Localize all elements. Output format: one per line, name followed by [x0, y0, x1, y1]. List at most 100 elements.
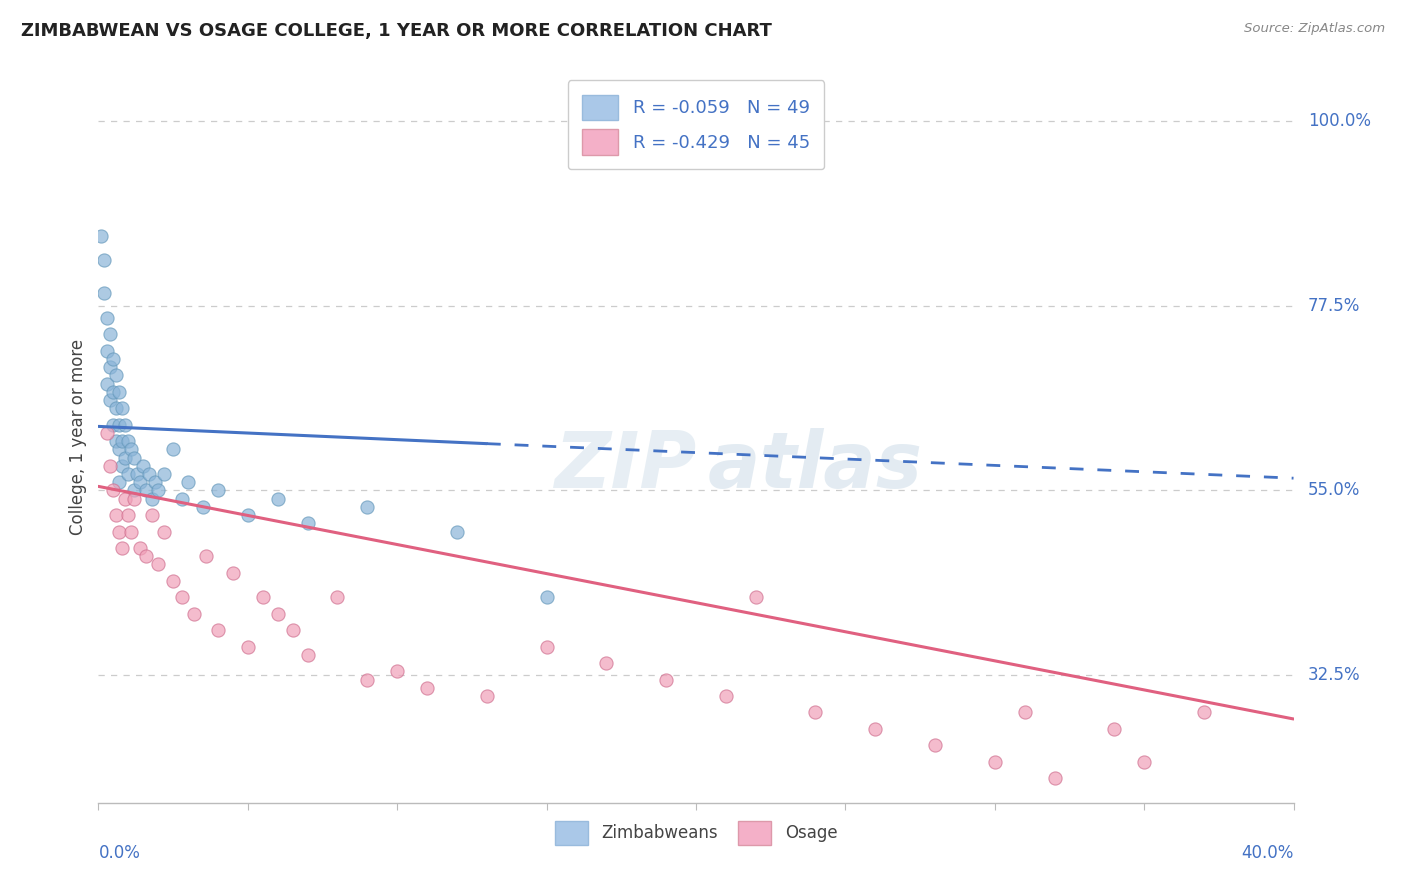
Point — [356, 673, 378, 687]
Point — [132, 458, 155, 473]
Point — [536, 591, 558, 605]
Point — [117, 508, 139, 523]
Point — [103, 351, 125, 366]
Point — [385, 665, 409, 679]
Point — [267, 607, 290, 621]
Point — [1043, 771, 1066, 785]
Point — [127, 467, 149, 481]
Point — [1133, 755, 1156, 769]
Point — [446, 524, 468, 539]
Point — [135, 549, 157, 564]
Point — [114, 450, 136, 465]
Point — [103, 483, 125, 498]
Point — [93, 286, 115, 301]
Text: Source: ZipAtlas.com: Source: ZipAtlas.com — [1244, 22, 1385, 36]
Point — [105, 434, 128, 449]
Point — [111, 434, 134, 449]
Point — [153, 524, 176, 539]
Point — [124, 450, 146, 465]
Point — [105, 401, 128, 416]
Point — [90, 228, 112, 243]
Point — [745, 591, 768, 605]
Point — [236, 640, 259, 654]
Point — [326, 591, 349, 605]
Point — [124, 483, 146, 498]
Point — [93, 253, 115, 268]
Point — [108, 442, 131, 457]
Point — [655, 673, 678, 687]
Point — [804, 706, 827, 720]
Point — [114, 491, 136, 506]
Point — [162, 574, 184, 588]
Point — [108, 417, 131, 432]
Point — [222, 566, 245, 580]
Point — [207, 624, 229, 638]
Point — [98, 327, 122, 342]
Point — [714, 689, 737, 703]
Point — [103, 417, 125, 432]
Point — [96, 343, 118, 358]
Point — [191, 500, 214, 514]
Point — [105, 368, 128, 383]
Point — [172, 591, 194, 605]
Text: atlas: atlas — [709, 428, 922, 504]
Point — [108, 384, 131, 399]
Point — [108, 524, 131, 539]
Text: ZIMBABWEAN VS OSAGE COLLEGE, 1 YEAR OR MORE CORRELATION CHART: ZIMBABWEAN VS OSAGE COLLEGE, 1 YEAR OR M… — [21, 22, 772, 40]
Point — [111, 401, 134, 416]
Point — [297, 648, 319, 662]
Point — [96, 376, 118, 391]
Point — [108, 475, 131, 490]
Point — [297, 516, 319, 531]
Text: 55.0%: 55.0% — [1308, 482, 1360, 500]
Point — [416, 681, 439, 695]
Text: 0.0%: 0.0% — [98, 845, 141, 863]
Point — [96, 425, 118, 440]
Point — [267, 491, 290, 506]
Point — [120, 524, 142, 539]
Point — [984, 755, 1007, 769]
Point — [148, 483, 170, 498]
Point — [111, 541, 134, 555]
Point — [252, 591, 274, 605]
Point — [195, 549, 218, 564]
Point — [111, 458, 134, 473]
Point — [148, 558, 170, 572]
Point — [1104, 722, 1126, 736]
Point — [177, 475, 200, 490]
Point — [162, 442, 184, 457]
Point — [114, 417, 136, 432]
Legend: Zimbabweans, Osage: Zimbabweans, Osage — [547, 813, 845, 853]
Point — [183, 607, 205, 621]
Point — [141, 508, 163, 523]
Point — [281, 624, 304, 638]
Point — [865, 722, 887, 736]
Point — [98, 360, 122, 375]
Point — [143, 475, 166, 490]
Point — [236, 508, 259, 523]
Point — [103, 384, 125, 399]
Point — [153, 467, 176, 481]
Point — [120, 442, 142, 457]
Text: 40.0%: 40.0% — [1241, 845, 1294, 863]
Point — [129, 541, 152, 555]
Point — [536, 640, 558, 654]
Point — [129, 475, 152, 490]
Point — [172, 491, 194, 506]
Point — [141, 491, 163, 506]
Point — [135, 483, 157, 498]
Text: 32.5%: 32.5% — [1308, 666, 1361, 684]
Point — [117, 434, 139, 449]
Point — [138, 467, 160, 481]
Point — [475, 689, 498, 703]
Point — [98, 458, 122, 473]
Point — [356, 500, 378, 514]
Text: 100.0%: 100.0% — [1308, 112, 1371, 129]
Point — [207, 483, 229, 498]
Point — [124, 491, 146, 506]
Point — [595, 656, 617, 670]
Point — [117, 467, 139, 481]
Point — [924, 739, 946, 753]
Point — [105, 508, 128, 523]
Text: 77.5%: 77.5% — [1308, 296, 1360, 315]
